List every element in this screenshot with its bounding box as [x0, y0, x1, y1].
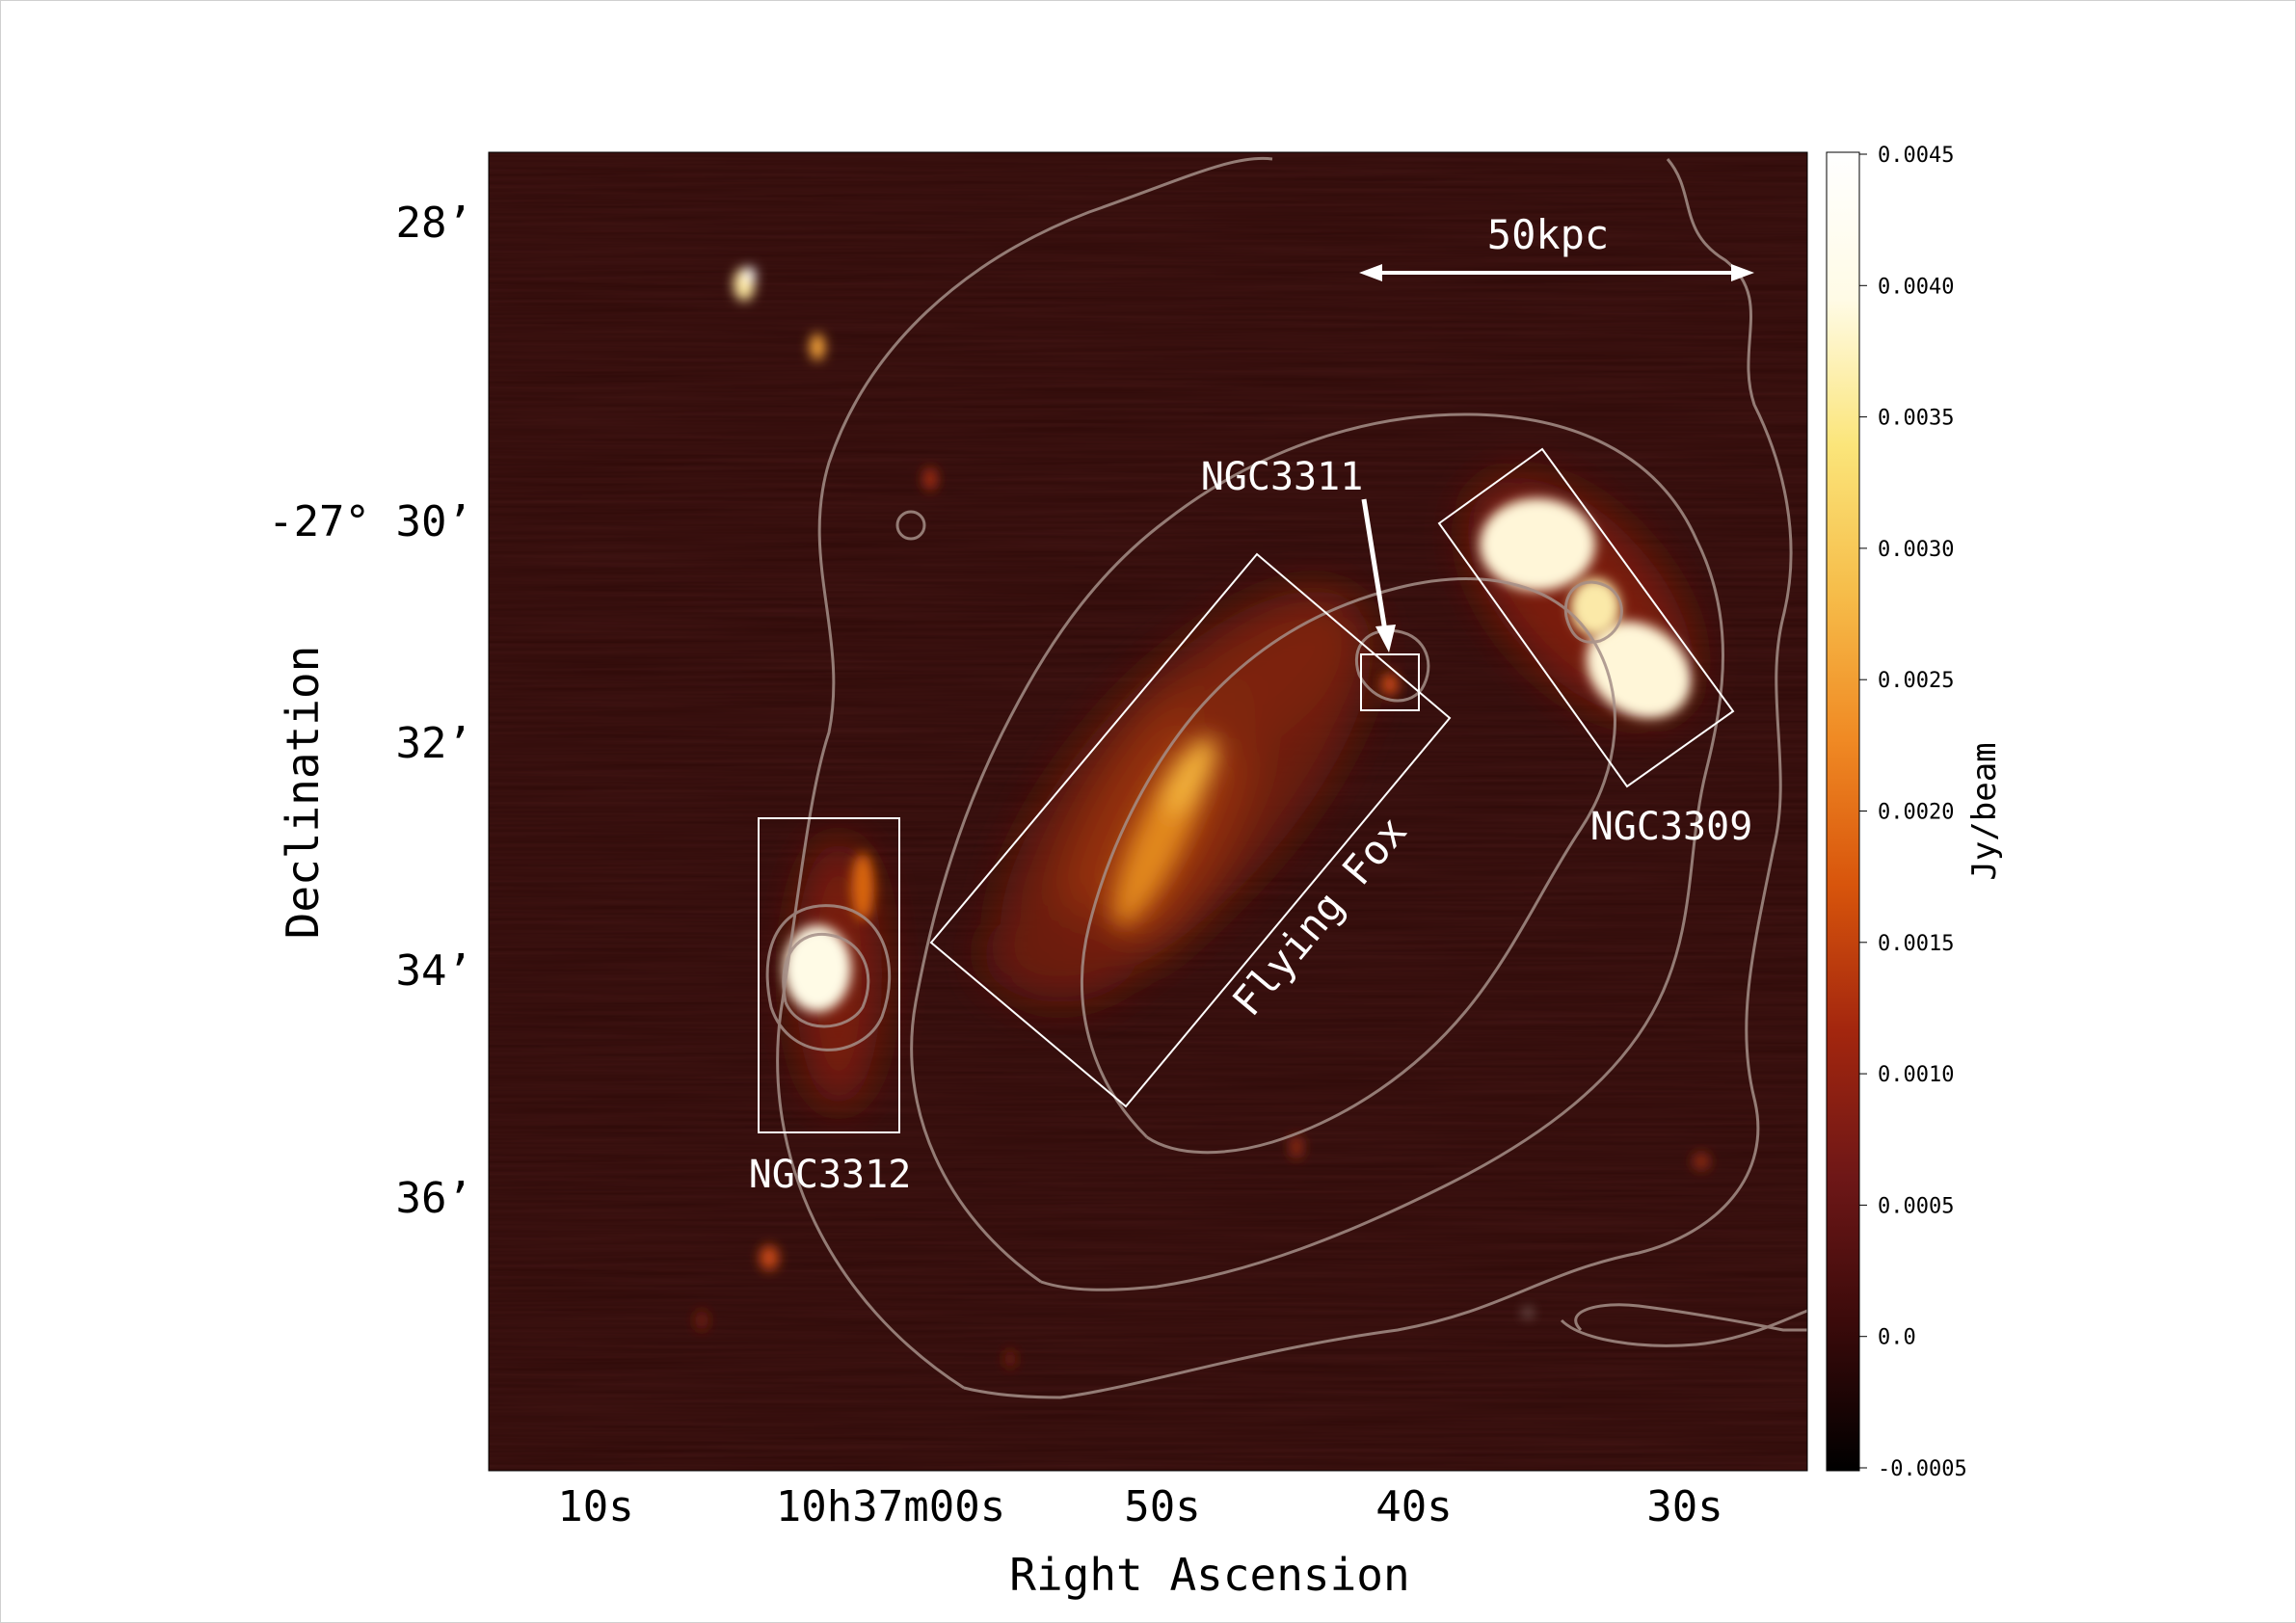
x-tick-label: 30s — [1646, 1482, 1722, 1531]
label-ngc3311: NGC3311 — [1201, 455, 1364, 499]
ngc3309-box — [1437, 447, 1735, 788]
scale-bar — [1359, 264, 1754, 281]
colorbar: 0.00450.00400.00350.00300.00250.00200.00… — [1826, 144, 2004, 1481]
x-axis: 10s 10h37m00s 50s 40s 30s Right Ascensio… — [557, 1482, 1722, 1601]
colorbar-tick-label: 0.0 — [1878, 1326, 1916, 1350]
map-frame — [488, 151, 1808, 1472]
y-tick-label: -27° 30’ — [268, 497, 472, 546]
colorbar-tick-label: 0.0035 — [1878, 407, 1954, 431]
x-tick-label: 50s — [1124, 1482, 1200, 1531]
ngc3311-box — [1360, 653, 1420, 711]
ngc3311-arrow — [1361, 498, 1396, 652]
y-tick-label: 34’ — [396, 946, 472, 996]
colorbar-tick-label: 0.0015 — [1878, 932, 1954, 956]
flying-fox-box — [929, 552, 1452, 1108]
x-axis-label: Right Ascension — [1009, 1549, 1409, 1601]
y-axis: 28’ -27° 30’ 32’ 34’ 36’ Declination — [268, 199, 472, 1223]
y-axis-label: Declination — [277, 646, 329, 940]
annotations — [758, 447, 1735, 1133]
y-tick-label: 32’ — [396, 719, 472, 768]
colorbar-label: Jy/beam — [1965, 742, 2004, 880]
x-tick-label: 10s — [557, 1482, 633, 1531]
label-ngc3309: NGC3309 — [1590, 805, 1753, 849]
flying-fox-ridge — [1112, 737, 1217, 926]
scale-bar-label: 50kpc — [1487, 211, 1609, 258]
colorbar-bar — [1826, 151, 1860, 1472]
colorbar-tick-label: 0.0025 — [1878, 669, 1954, 693]
x-tick-label: 40s — [1375, 1482, 1452, 1531]
ngc3311-source — [1381, 673, 1399, 696]
colorbar-tick-label: 0.0030 — [1878, 538, 1954, 562]
ngc3309-emission — [1468, 478, 1694, 719]
y-tick-label: 28’ — [396, 199, 472, 248]
y-tick-label: 36’ — [396, 1174, 472, 1223]
label-ngc3312: NGC3312 — [749, 1153, 912, 1197]
radio-map — [489, 152, 1807, 1471]
colorbar-tick-label: -0.0005 — [1878, 1457, 1967, 1481]
ngc3312-box — [758, 817, 900, 1133]
colorbar-tick-label: 0.0020 — [1878, 801, 1954, 825]
compact-sources — [695, 267, 1710, 1369]
colorbar-tick-label: 0.0005 — [1878, 1194, 1954, 1218]
x-tick-label: 10h37m00s — [776, 1482, 1005, 1531]
colorbar-tick-label: 0.0045 — [1878, 144, 1954, 168]
colorbar-ticks: 0.00450.00400.00350.00300.00250.00200.00… — [1859, 144, 1967, 1481]
colorbar-tick-label: 0.0010 — [1878, 1063, 1954, 1087]
xray-contours — [765, 156, 1807, 1399]
colorbar-tick-label: 0.0040 — [1878, 275, 1954, 299]
